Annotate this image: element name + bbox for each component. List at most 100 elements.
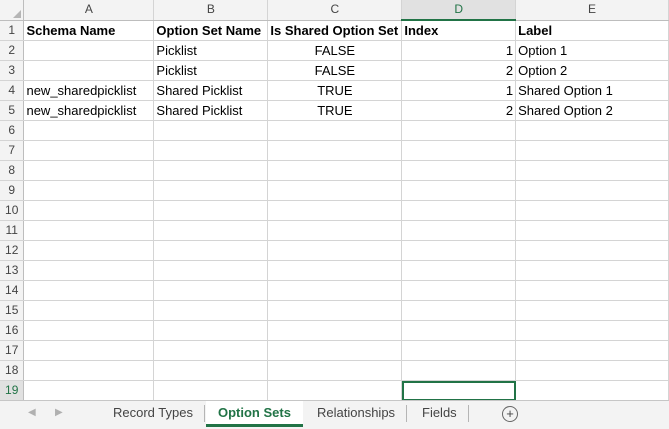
cell-a7[interactable] xyxy=(23,140,155,161)
cell-d10[interactable] xyxy=(401,200,517,221)
cell-e11[interactable] xyxy=(515,220,669,241)
row-header[interactable]: 7 xyxy=(0,140,25,161)
row-header[interactable]: 14 xyxy=(0,280,25,301)
cell-b7[interactable] xyxy=(153,140,269,161)
cell-c11[interactable] xyxy=(267,220,403,241)
plus-circle-icon[interactable]: + xyxy=(502,406,518,422)
cell-d9[interactable] xyxy=(401,180,517,201)
row-header[interactable]: 6 xyxy=(0,120,25,141)
row-header[interactable]: 9 xyxy=(0,180,25,201)
column-header-a[interactable]: A xyxy=(23,0,155,21)
cell-e1[interactable]: Label xyxy=(515,20,669,41)
cell-e2[interactable]: Option 1 xyxy=(515,40,669,61)
cell-a13[interactable] xyxy=(23,260,155,281)
cell-b10[interactable] xyxy=(153,200,269,221)
cell-a8[interactable] xyxy=(23,160,155,181)
triangle-right-icon[interactable]: ▶ xyxy=(55,407,63,418)
cell-c19[interactable] xyxy=(267,380,403,400)
cell-d15[interactable] xyxy=(401,300,517,321)
sheet-tab-fields[interactable]: Fields xyxy=(410,401,469,427)
cell-d18[interactable] xyxy=(401,360,517,381)
cell-a11[interactable] xyxy=(23,220,155,241)
row-header[interactable]: 15 xyxy=(0,300,25,321)
cell-d3[interactable]: 2 xyxy=(401,60,517,81)
cell-e19[interactable] xyxy=(515,380,669,400)
cell-d2[interactable]: 1 xyxy=(401,40,517,61)
cell-e10[interactable] xyxy=(515,200,669,221)
cell-c1[interactable]: Is Shared Option Set xyxy=(267,20,403,41)
cell-d1[interactable]: Index xyxy=(401,20,517,41)
cell-a3[interactable] xyxy=(23,60,155,81)
row-header[interactable]: 8 xyxy=(0,160,25,181)
cell-d14[interactable] xyxy=(401,280,517,301)
cell-e4[interactable]: Shared Option 1 xyxy=(515,80,669,101)
cell-e6[interactable] xyxy=(515,120,669,141)
cell-b4[interactable]: Shared Picklist xyxy=(153,80,269,101)
cell-c9[interactable] xyxy=(267,180,403,201)
cell-b13[interactable] xyxy=(153,260,269,281)
row-header[interactable]: 12 xyxy=(0,240,25,261)
cell-c5[interactable]: TRUE xyxy=(267,100,403,121)
cell-b1[interactable]: Option Set Name xyxy=(153,20,269,41)
column-header-d[interactable]: D xyxy=(401,0,517,21)
cell-a19[interactable] xyxy=(23,380,155,400)
cell-e15[interactable] xyxy=(515,300,669,321)
row-header[interactable]: 17 xyxy=(0,340,25,361)
cell-a12[interactable] xyxy=(23,240,155,261)
cell-b8[interactable] xyxy=(153,160,269,181)
cell-a5[interactable]: new_sharedpicklist xyxy=(23,100,155,121)
cell-d11[interactable] xyxy=(401,220,517,241)
cell-a9[interactable] xyxy=(23,180,155,201)
cell-b2[interactable]: Picklist xyxy=(153,40,269,61)
cell-a14[interactable] xyxy=(23,280,155,301)
cell-b9[interactable] xyxy=(153,180,269,201)
cell-c14[interactable] xyxy=(267,280,403,301)
cell-c15[interactable] xyxy=(267,300,403,321)
cell-b6[interactable] xyxy=(153,120,269,141)
sheet-tab-relationships[interactable]: Relationships xyxy=(305,401,408,427)
cell-a15[interactable] xyxy=(23,300,155,321)
cell-e7[interactable] xyxy=(515,140,669,161)
cell-c6[interactable] xyxy=(267,120,403,141)
cell-b17[interactable] xyxy=(153,340,269,361)
cell-d16[interactable] xyxy=(401,320,517,341)
cell-e17[interactable] xyxy=(515,340,669,361)
cell-a16[interactable] xyxy=(23,320,155,341)
cell-e5[interactable]: Shared Option 2 xyxy=(515,100,669,121)
cell-a6[interactable] xyxy=(23,120,155,141)
sheet-tab-record-types[interactable]: Record Types xyxy=(101,401,205,427)
cell-a1[interactable]: Schema Name xyxy=(23,20,155,41)
row-header[interactable]: 11 xyxy=(0,220,25,241)
row-header[interactable]: 10 xyxy=(0,200,25,221)
cell-c7[interactable] xyxy=(267,140,403,161)
cell-d4[interactable]: 1 xyxy=(401,80,517,101)
cell-c2[interactable]: FALSE xyxy=(267,40,403,61)
cell-b12[interactable] xyxy=(153,240,269,261)
row-header[interactable]: 3 xyxy=(0,60,25,81)
row-header[interactable]: 13 xyxy=(0,260,25,281)
cell-c4[interactable]: TRUE xyxy=(267,80,403,101)
row-header[interactable]: 2 xyxy=(0,40,25,61)
cell-d12[interactable] xyxy=(401,240,517,261)
cell-b18[interactable] xyxy=(153,360,269,381)
cell-c13[interactable] xyxy=(267,260,403,281)
cell-b11[interactable] xyxy=(153,220,269,241)
row-header[interactable]: 16 xyxy=(0,320,25,341)
cell-d13[interactable] xyxy=(401,260,517,281)
cell-c18[interactable] xyxy=(267,360,403,381)
column-header-c[interactable]: C xyxy=(267,0,403,21)
select-all-corner[interactable] xyxy=(0,0,25,21)
cell-e14[interactable] xyxy=(515,280,669,301)
cell-a4[interactable]: new_sharedpicklist xyxy=(23,80,155,101)
cell-b5[interactable]: Shared Picklist xyxy=(153,100,269,121)
cell-c8[interactable] xyxy=(267,160,403,181)
cell-d7[interactable] xyxy=(401,140,517,161)
cell-d6[interactable] xyxy=(401,120,517,141)
cell-c3[interactable]: FALSE xyxy=(267,60,403,81)
cell-a17[interactable] xyxy=(23,340,155,361)
row-header[interactable]: 4 xyxy=(0,80,25,101)
cell-b15[interactable] xyxy=(153,300,269,321)
cell-c10[interactable] xyxy=(267,200,403,221)
cell-c17[interactable] xyxy=(267,340,403,361)
